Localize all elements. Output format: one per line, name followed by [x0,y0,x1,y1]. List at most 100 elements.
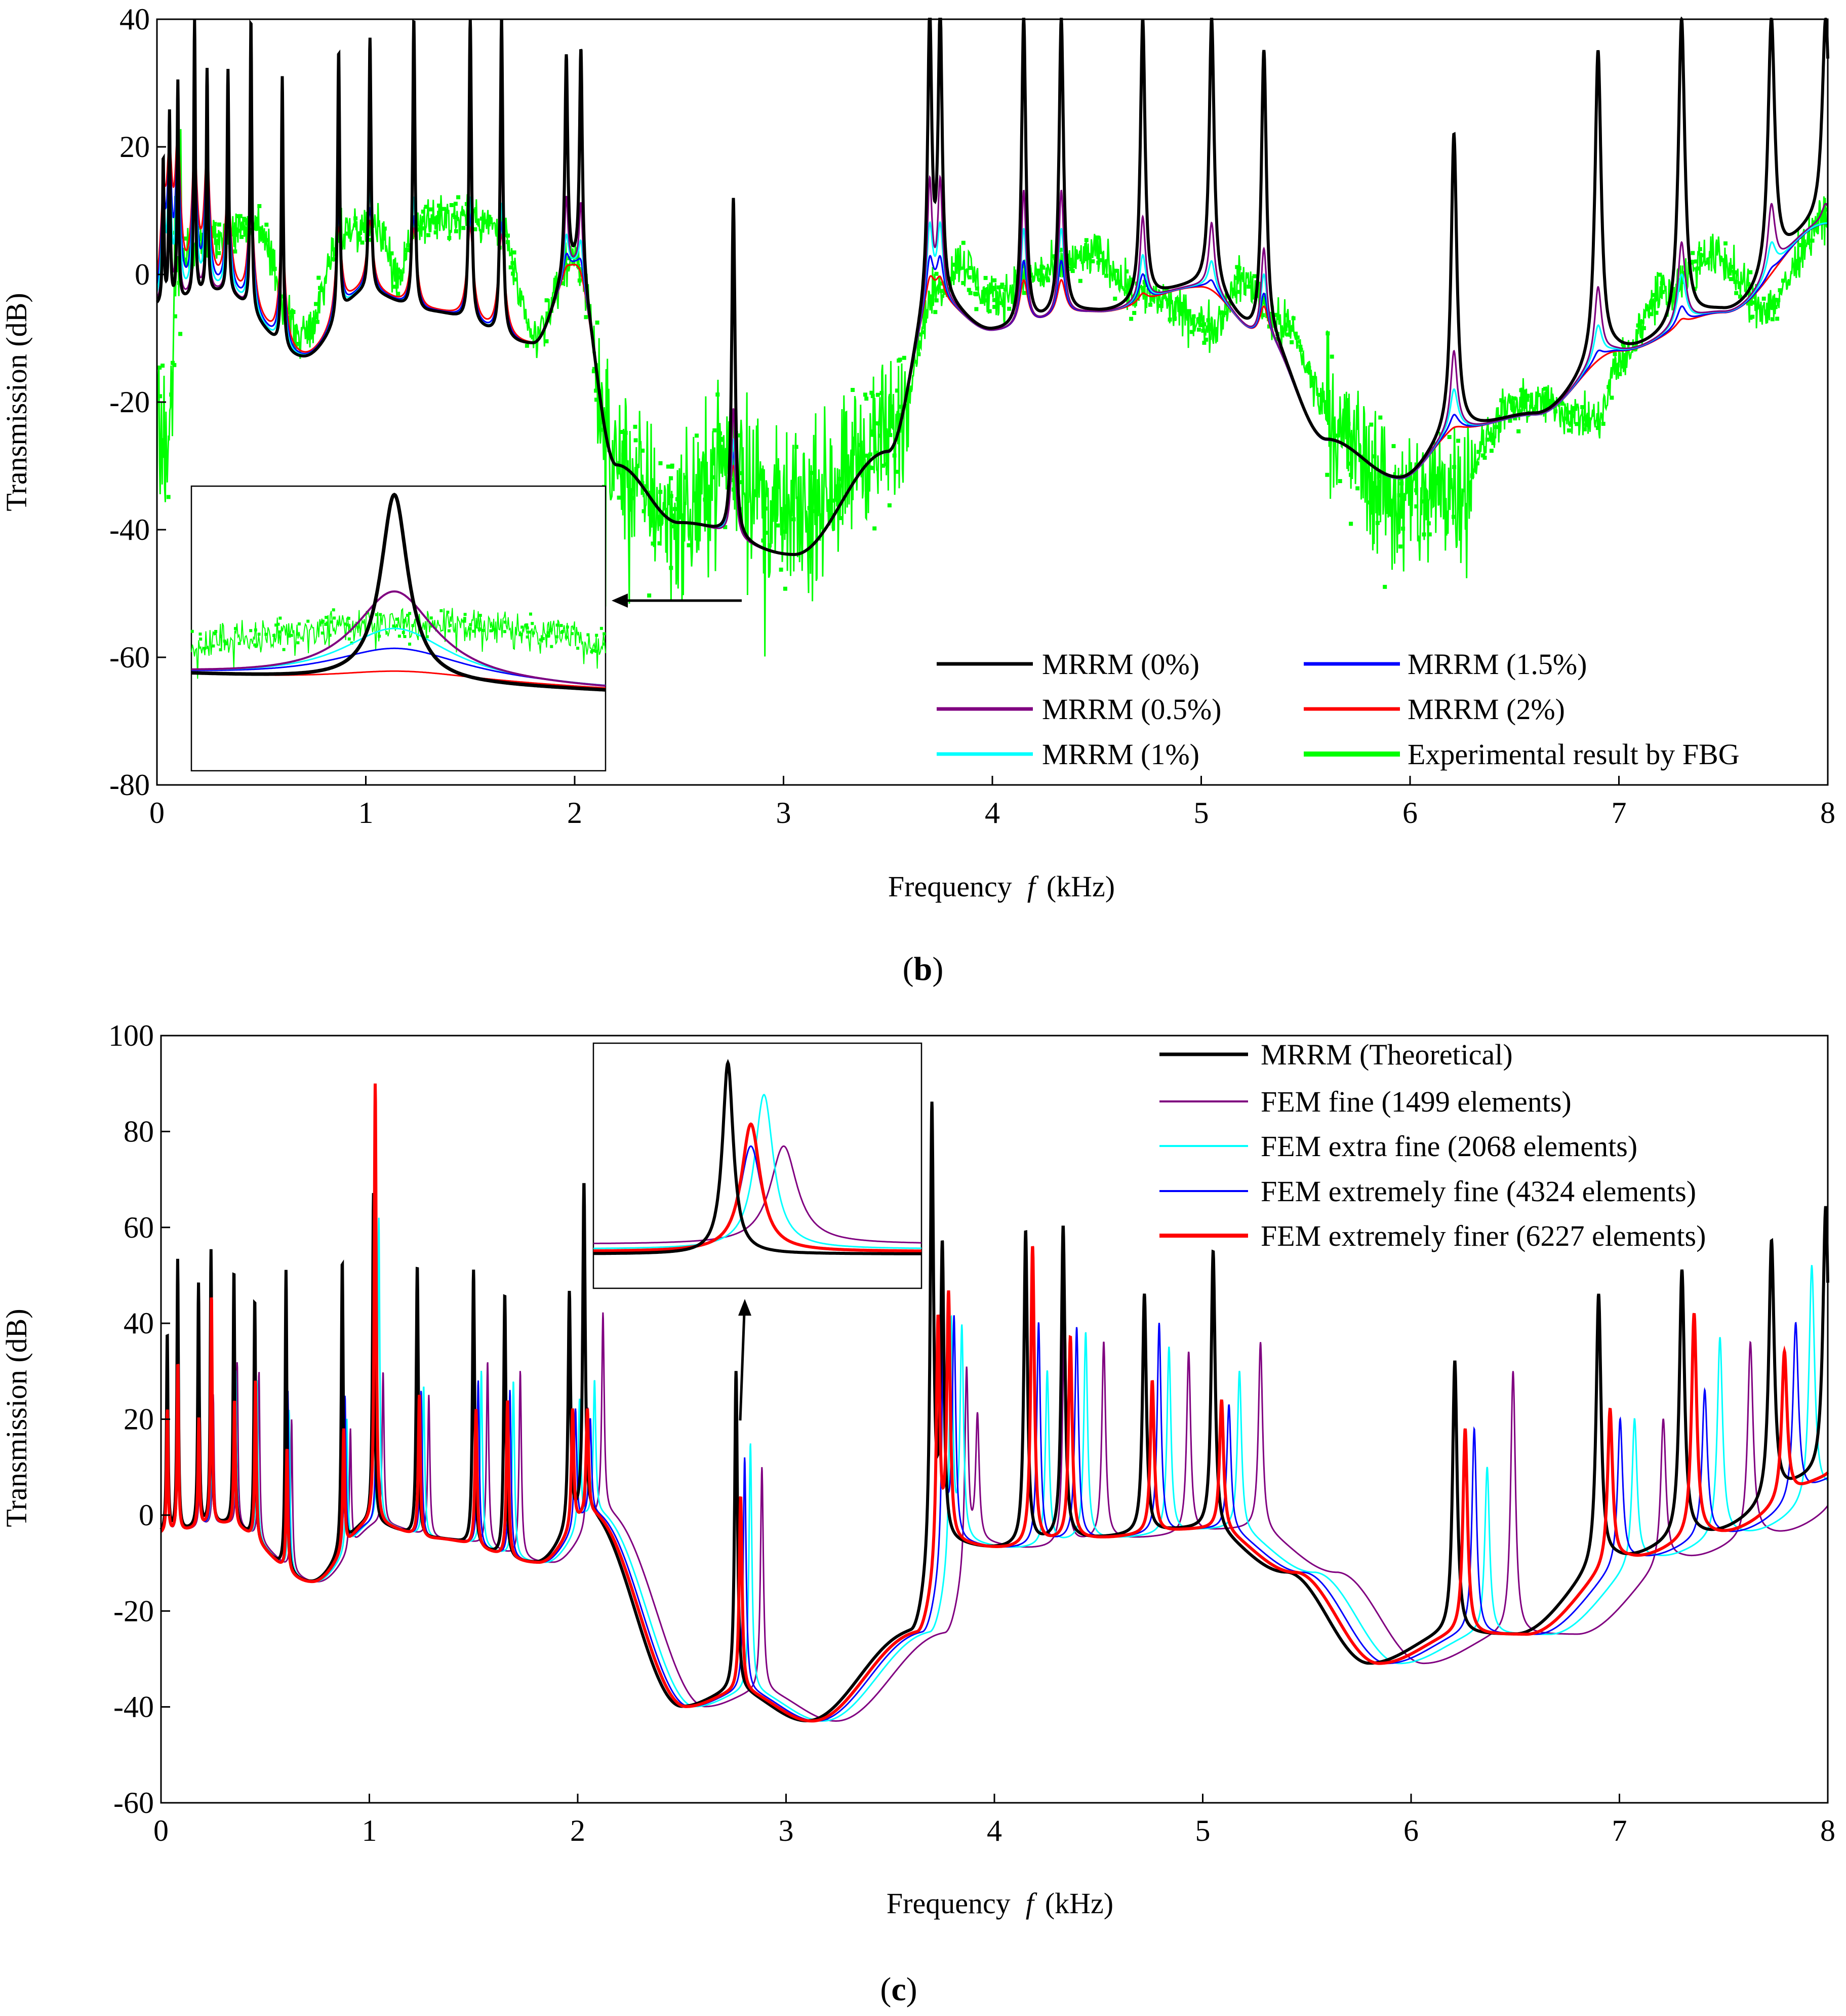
inset-experimental-marker [254,645,258,648]
series-line-mrrm-0 [155,16,1829,556]
experimental-marker [984,288,988,292]
experimental-marker [1694,259,1699,264]
experimental-marker [933,310,938,314]
panel-b-y-tick-label--60: -60 [109,641,150,674]
experimental-marker [967,288,971,292]
inset-experimental-marker [550,645,553,648]
experimental-marker [1069,267,1074,271]
experimental-marker [1098,258,1103,262]
experimental-marker [621,453,626,457]
experimental-marker [1235,275,1239,280]
legend-label-mrrm-theoretical: MRRM (Theoretical) [1261,1038,1513,1071]
inset-experimental-marker [408,642,412,646]
experimental-marker [1526,393,1530,398]
experimental-marker [1372,454,1377,459]
series-line-fem-extremely-fine-4324-elements [160,1315,1828,1722]
experimental-marker [272,266,277,271]
experimental-marker [1551,400,1555,405]
experimental-marker [712,428,717,432]
experimental-marker [456,195,461,200]
experimental-marker [1078,279,1082,283]
experimental-marker [1125,269,1129,273]
experimental-marker [961,241,966,245]
experimental-marker [1059,264,1064,268]
experimental-marker [1330,354,1334,359]
experimental-marker [1622,345,1626,349]
inset-experimental-marker [520,625,524,629]
experimental-marker [1036,268,1040,273]
experimental-marker [939,289,944,293]
experimental-marker [968,291,973,295]
experimental-marker [1516,429,1521,433]
experimental-marker [996,285,1001,290]
experimental-marker [577,278,582,283]
inset-experimental-marker [439,609,443,612]
experimental-marker [1022,276,1027,281]
panel-c-inset-arrowhead [738,1299,751,1316]
inset-experimental-marker [278,630,282,634]
experimental-marker [763,506,768,511]
panel-b-axis-ticks: 0 1 2 3 4 5 6 7 8 40 20 0 -20 -40 -60 -80 [109,3,1835,829]
inset-experimental-marker [330,620,333,624]
experimental-marker [1299,347,1303,352]
experimental-marker [511,271,515,276]
panel-b-legend: MRRM (0%) MRRM (0.5%) MRRM (1%) MRRM (1.… [937,648,1740,771]
panel-c-x-tick-label-8: 8 [1820,1814,1835,1847]
inset-experimental-marker [298,622,301,626]
inset-experimental-marker [378,635,381,638]
experimental-marker [1237,266,1241,270]
experimental-marker [697,494,701,498]
experimental-marker [1560,402,1564,406]
experimental-marker [353,216,358,221]
panel-b-y-tick-label-0: 0 [135,258,150,291]
experimental-marker [1452,465,1457,469]
inset-experimental-marker [219,648,222,652]
experimental-marker [331,247,336,252]
experimental-marker [992,298,996,302]
experimental-marker [932,284,936,289]
experimental-marker [1142,280,1147,285]
experimental-marker [732,487,736,492]
inset-experimental-marker [546,635,550,638]
experimental-marker [544,339,549,343]
experimental-marker [1201,329,1206,333]
experimental-marker [560,281,565,286]
experimental-marker [1523,404,1528,409]
experimental-marker [157,365,162,370]
experimental-marker [633,424,637,429]
experimental-marker [257,204,262,208]
experimental-marker [405,248,410,252]
experimental-marker [1273,312,1278,317]
experimental-marker [1325,472,1330,477]
experimental-marker [794,445,798,449]
inset-experimental-marker [397,635,401,638]
inset-experimental-marker [402,620,406,624]
experimental-marker [1596,426,1600,430]
experimental-marker [318,286,322,290]
experimental-marker [461,226,466,230]
experimental-marker [1476,450,1481,454]
experimental-marker [1456,439,1460,443]
inset-experimental-marker [565,636,568,639]
experimental-marker [433,230,438,234]
experimental-marker [1196,318,1200,322]
experimental-marker [897,359,901,363]
experimental-marker [1385,495,1389,500]
panel-b-y-tick-label--40: -40 [109,513,150,546]
experimental-marker [525,343,529,348]
series-line-fem-extremely-finer-6227-elements [160,1083,1829,1723]
inset-experimental-marker [276,622,280,626]
experimental-marker [1802,239,1807,244]
experimental-marker [178,332,183,336]
experimental-marker [1770,317,1775,322]
experimental-marker [1191,314,1196,319]
experimental-marker [216,233,221,238]
experimental-marker [1222,311,1227,315]
inset-experimental-marker [223,640,226,643]
experimental-marker [1543,386,1547,391]
experimental-marker [1141,286,1145,290]
legend-label-fem-extra-fine: FEM extra fine (2068 elements) [1261,1130,1637,1163]
experimental-marker [869,390,874,395]
experimental-marker [1738,294,1742,299]
experimental-marker [916,352,921,357]
